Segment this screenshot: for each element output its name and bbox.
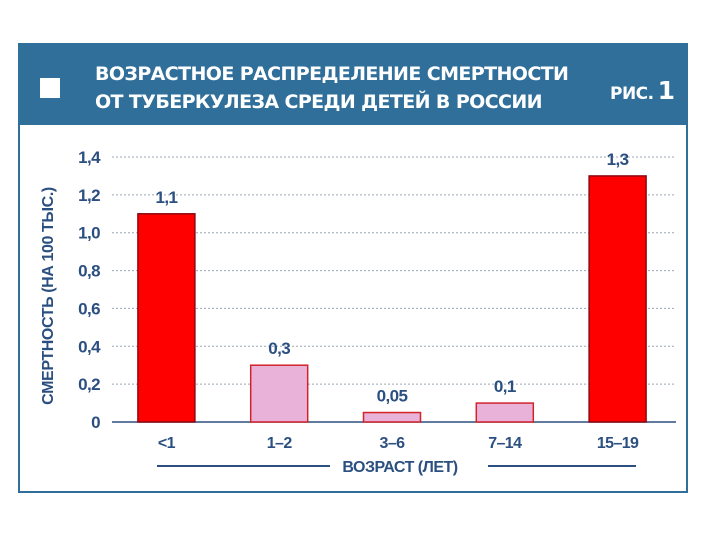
bar <box>588 175 647 423</box>
data-label: 0,05 <box>377 387 408 406</box>
x-tick-label: 15–19 <box>597 435 639 452</box>
figure-label-text: РИС. <box>610 84 654 104</box>
chart-title: ВОЗРАСТНОЕ РАСПРЕДЕЛЕНИЕ СМЕРТНОСТИ ОТ Т… <box>95 60 595 116</box>
chart-figure: ВОЗРАСТНОЕ РАСПРЕДЕЛЕНИЕ СМЕРТНОСТИ ОТ Т… <box>18 43 688 493</box>
x-tick-label: 3–6 <box>380 435 406 452</box>
y-axis-title: СМЕРТНОСТЬ (НА 100 ТЫС.) <box>40 187 57 405</box>
x-tick-label: 7–14 <box>488 435 522 452</box>
header-square-icon <box>40 78 60 98</box>
figure-number: 1 <box>657 76 675 105</box>
bar <box>137 213 196 423</box>
figure-label: РИС. 1 <box>610 76 675 105</box>
bar <box>362 411 422 423</box>
y-tick-label: 1,2 <box>78 186 100 205</box>
bar <box>475 402 535 423</box>
x-tick-label: <1 <box>158 435 176 452</box>
y-tick-label: 0,4 <box>78 337 101 356</box>
data-label: 1,3 <box>607 150 629 169</box>
y-tick-label: 1,4 <box>78 148 101 167</box>
y-tick-label: 0,6 <box>78 299 100 318</box>
chart-header: ВОЗРАСТНОЕ РАСПРЕДЕЛЕНИЕ СМЕРТНОСТИ ОТ Т… <box>20 45 686 125</box>
y-tick-label: 0,2 <box>78 375 100 394</box>
y-tick-label: 1,0 <box>78 224 100 243</box>
chart-title-line-2: ОТ ТУБЕРКУЛЕЗА СРЕДИ ДЕТЕЙ В РОССИИ <box>95 91 543 113</box>
x-tick-label: 1–2 <box>267 435 293 452</box>
data-label: 1,1 <box>155 188 177 207</box>
y-tick-label: 0 <box>91 413 100 432</box>
bar <box>249 364 309 423</box>
x-axis-title: ВОЗРАСТ (ЛЕТ) <box>342 459 457 476</box>
chart-title-line-1: ВОЗРАСТНОЕ РАСПРЕДЕЛЕНИЕ СМЕРТНОСТИ <box>95 63 569 85</box>
y-tick-label: 0,8 <box>78 262 100 281</box>
data-label: 0,3 <box>268 339 290 358</box>
data-label: 0,1 <box>494 377 516 396</box>
